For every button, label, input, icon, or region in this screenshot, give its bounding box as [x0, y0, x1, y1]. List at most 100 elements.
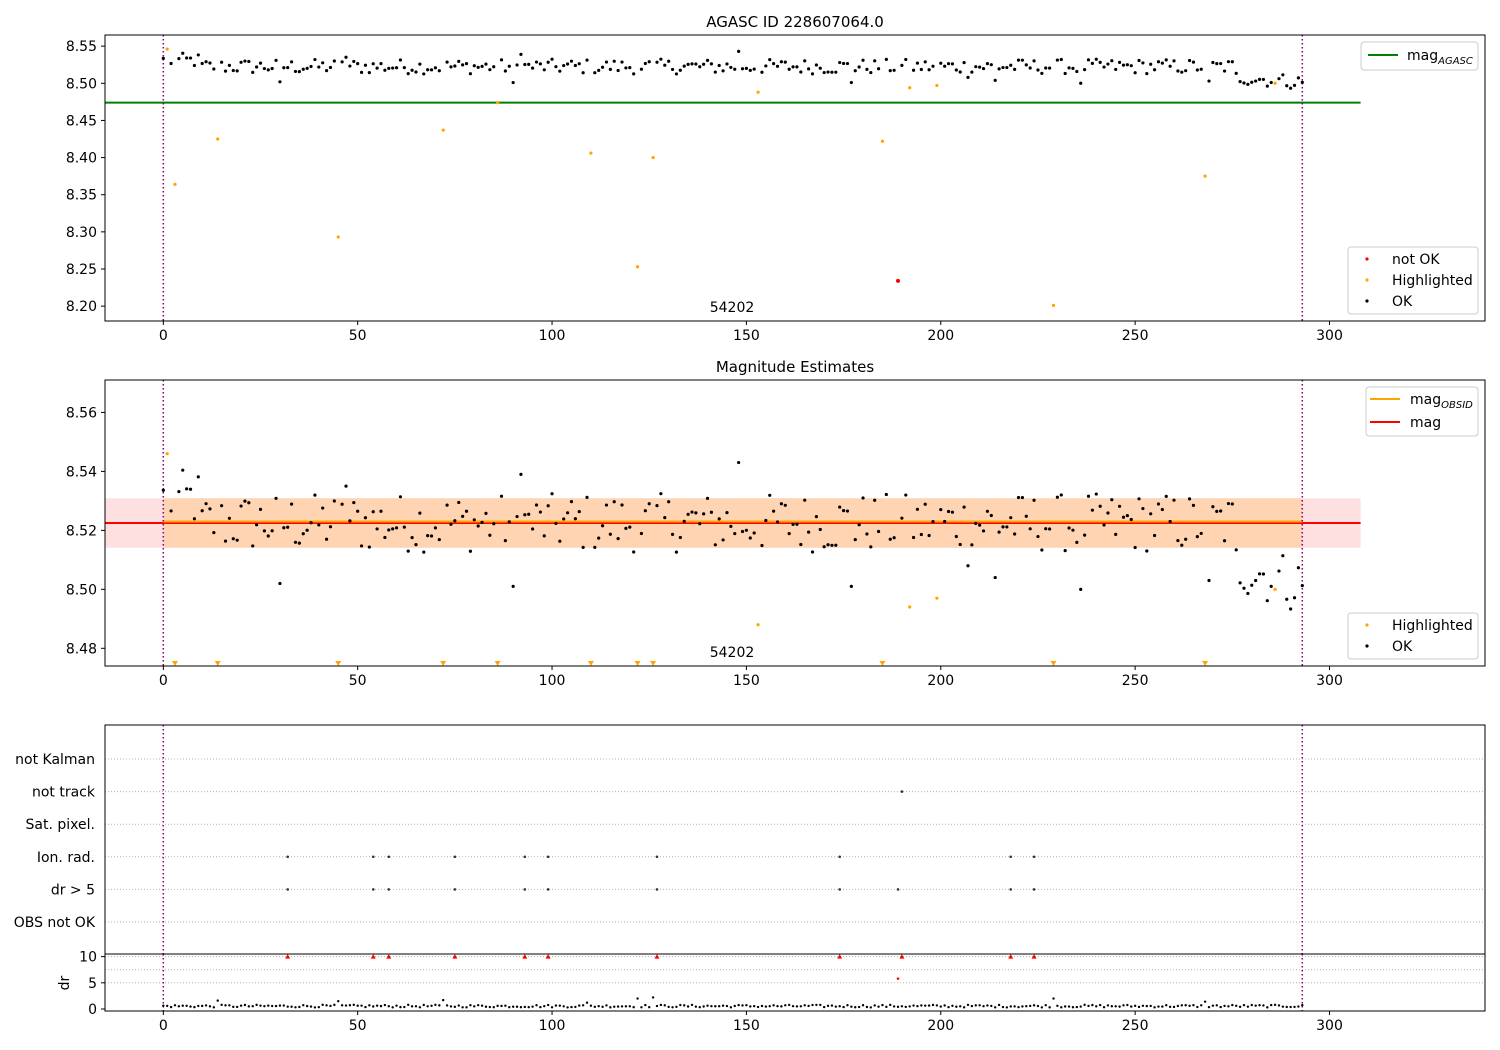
p1-ok-point: [1001, 65, 1005, 70]
p1-xtick-label-50: 50: [349, 328, 367, 344]
p2-ok-point: [169, 509, 173, 513]
p2-ok-point: [1219, 509, 1223, 513]
p2-ok-point: [499, 494, 504, 498]
p2-ok-point: [297, 541, 301, 545]
p2-ok-point: [667, 500, 671, 504]
p1-ok-point: [989, 63, 993, 67]
p2-ok-point: [1001, 525, 1005, 529]
p2-ok-point: [565, 511, 570, 515]
p2-ok-point: [569, 500, 574, 504]
p2-ok-point: [1086, 494, 1091, 498]
p2-ok-point: [581, 545, 585, 549]
dr-point: [274, 1004, 278, 1008]
p2-ok-point: [678, 535, 682, 540]
legend-highlighted-label: Highlighted: [1392, 273, 1473, 289]
dr-point: [927, 1004, 931, 1007]
dr-point: [566, 1006, 569, 1009]
p2-ok-point: [177, 489, 181, 494]
p1-xtick-label-150: 150: [733, 328, 760, 344]
p1-ok-point: [1168, 64, 1172, 68]
p2-ok-point: [1215, 509, 1219, 513]
p2-ok-point: [511, 584, 515, 588]
p2-ok-point: [515, 514, 519, 519]
dr-point: [162, 1004, 165, 1007]
p2-ok-point: [946, 509, 951, 514]
p1-ok-point: [927, 68, 931, 72]
p1-ok-point: [873, 59, 877, 63]
dr-point: [267, 1004, 270, 1007]
p1-ok-point: [620, 60, 624, 64]
p2-ok-point: [562, 517, 566, 521]
dr-clipped-marker: [654, 954, 660, 959]
p2-ok-point: [235, 538, 239, 542]
p2-ok-point: [313, 493, 317, 497]
dr-point: [457, 1004, 460, 1007]
dr-point: [924, 1004, 927, 1007]
p2-ok-point: [939, 507, 943, 512]
p1-ok-point: [1059, 57, 1063, 62]
p2-ok-point: [1129, 517, 1133, 522]
p2-ok-point: [993, 575, 997, 580]
p2-ok-point: [740, 529, 745, 534]
p2-ok-point: [262, 529, 266, 533]
dr-point: [546, 1003, 550, 1007]
dr-high-point: [896, 977, 900, 980]
dr-point: [333, 1003, 336, 1007]
p1-ok-point: [725, 62, 729, 66]
p1-ok-point: [997, 67, 1001, 71]
p2-ok-point: [779, 502, 783, 506]
legend-not-ok-marker: [1365, 257, 1369, 261]
dr-point: [710, 1004, 713, 1008]
p2-ok-point: [904, 493, 908, 497]
dr-point: [1083, 1003, 1086, 1007]
p3-plot-area: [105, 725, 1485, 954]
p2-ok-point: [251, 544, 255, 548]
p2-ok-point: [352, 500, 356, 505]
p2-ok-point: [744, 528, 749, 532]
p2-ok-point: [783, 503, 787, 507]
dr-point: [1032, 1004, 1036, 1007]
dr-point: [1130, 1005, 1133, 1008]
p2-ok-point: [1071, 528, 1075, 532]
dr-point: [1293, 1005, 1296, 1009]
p1-ok-point: [748, 68, 752, 72]
p1-ok-point: [709, 62, 714, 66]
p1-ok-point: [383, 68, 387, 72]
p1-ok-point: [348, 64, 352, 68]
dr-point: [337, 999, 340, 1003]
dr-point: [395, 1004, 398, 1007]
p2-ok-point: [585, 495, 589, 499]
dr-point: [1153, 1006, 1156, 1009]
p2-ok-point: [709, 510, 714, 514]
p2-ok-point: [1234, 548, 1238, 552]
dr-point: [1063, 1005, 1067, 1008]
p4-ytick-label-0: 0: [88, 1002, 97, 1018]
dr-point: [908, 1005, 911, 1008]
dr-point: [671, 1006, 674, 1009]
p2-ok-point: [814, 514, 818, 519]
p1-ok-point: [1044, 66, 1048, 70]
dr-point: [613, 1005, 616, 1008]
dr-point: [1052, 997, 1055, 1000]
p1-ok-point: [950, 62, 955, 66]
dr-point: [1254, 1004, 1257, 1007]
dr-point: [819, 1003, 822, 1007]
p1-xtick-label-100: 100: [539, 328, 566, 344]
p1-ok-point: [1009, 63, 1013, 67]
p2-ok-point: [869, 545, 873, 549]
dr-point: [1215, 1004, 1218, 1007]
dr-axis-label: dr: [57, 975, 73, 990]
p1-ok-point: [694, 62, 698, 66]
panel-magnitude-estimates: Magnitude Estimates 0 50 100 150 200 250 300 8.…: [66, 358, 1486, 689]
dr-clipped-marker: [522, 954, 528, 959]
dr-point: [850, 1005, 853, 1008]
p1-ok-point: [752, 67, 756, 71]
p2-ok-point: [527, 512, 531, 516]
p1-highlighted-point: [441, 128, 445, 132]
dr-point: [838, 1005, 841, 1008]
p2-ok-point: [1067, 526, 1071, 530]
dr-point: [302, 1003, 305, 1007]
p1-ok-point: [1242, 81, 1246, 85]
dr-point: [212, 1006, 216, 1009]
p1-ok-point: [632, 72, 636, 76]
